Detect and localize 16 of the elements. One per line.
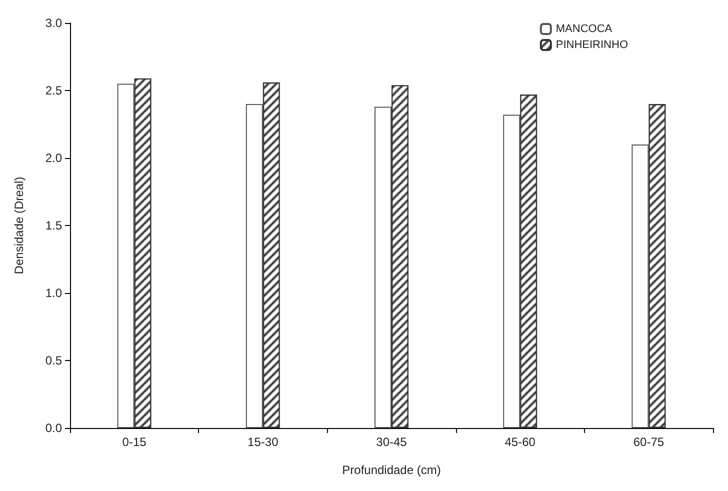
y-tick-label: 0.5 bbox=[45, 354, 62, 368]
x-tick-label: 45-60 bbox=[504, 435, 536, 449]
y-tick-label: 2.0 bbox=[45, 151, 62, 165]
y-tick-label: 2.5 bbox=[45, 84, 62, 98]
y-axis-title: Densidade (Dreal) bbox=[12, 176, 26, 274]
x-tick-label: 60-75 bbox=[633, 435, 664, 449]
x-tick-label: 0-15 bbox=[122, 435, 147, 449]
x-tick-label: 30-45 bbox=[376, 435, 408, 449]
y-tick-label: 1.0 bbox=[45, 286, 62, 300]
legend-label: MANCOCA bbox=[556, 23, 613, 35]
y-tick-label: 1.5 bbox=[45, 218, 62, 232]
legend-label: PINHEIRINHO bbox=[556, 39, 628, 51]
x-axis-title: Profundidade (cm) bbox=[342, 463, 441, 477]
y-tick-label: 0.0 bbox=[45, 421, 62, 435]
x-tick-label: 15-30 bbox=[248, 435, 279, 449]
y-tick-label: 3.0 bbox=[45, 16, 62, 30]
